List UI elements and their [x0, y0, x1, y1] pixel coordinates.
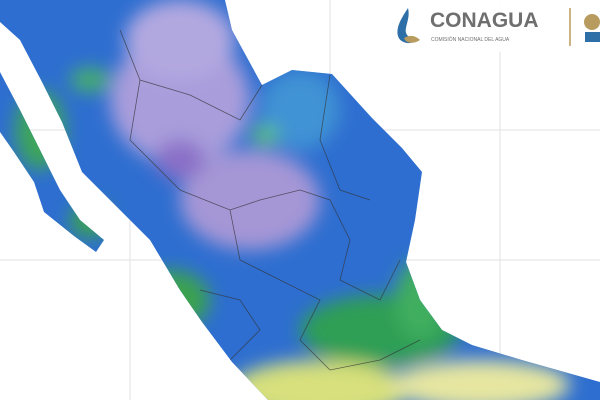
logo-subtitle: COMISIÓN NACIONAL DEL AGUA: [431, 36, 510, 43]
logo-name: CONAGUA: [430, 9, 539, 32]
logo: CONAGUA COMISIÓN NACIONAL DEL AGUA: [385, 0, 600, 52]
logo-icon: [397, 8, 418, 44]
